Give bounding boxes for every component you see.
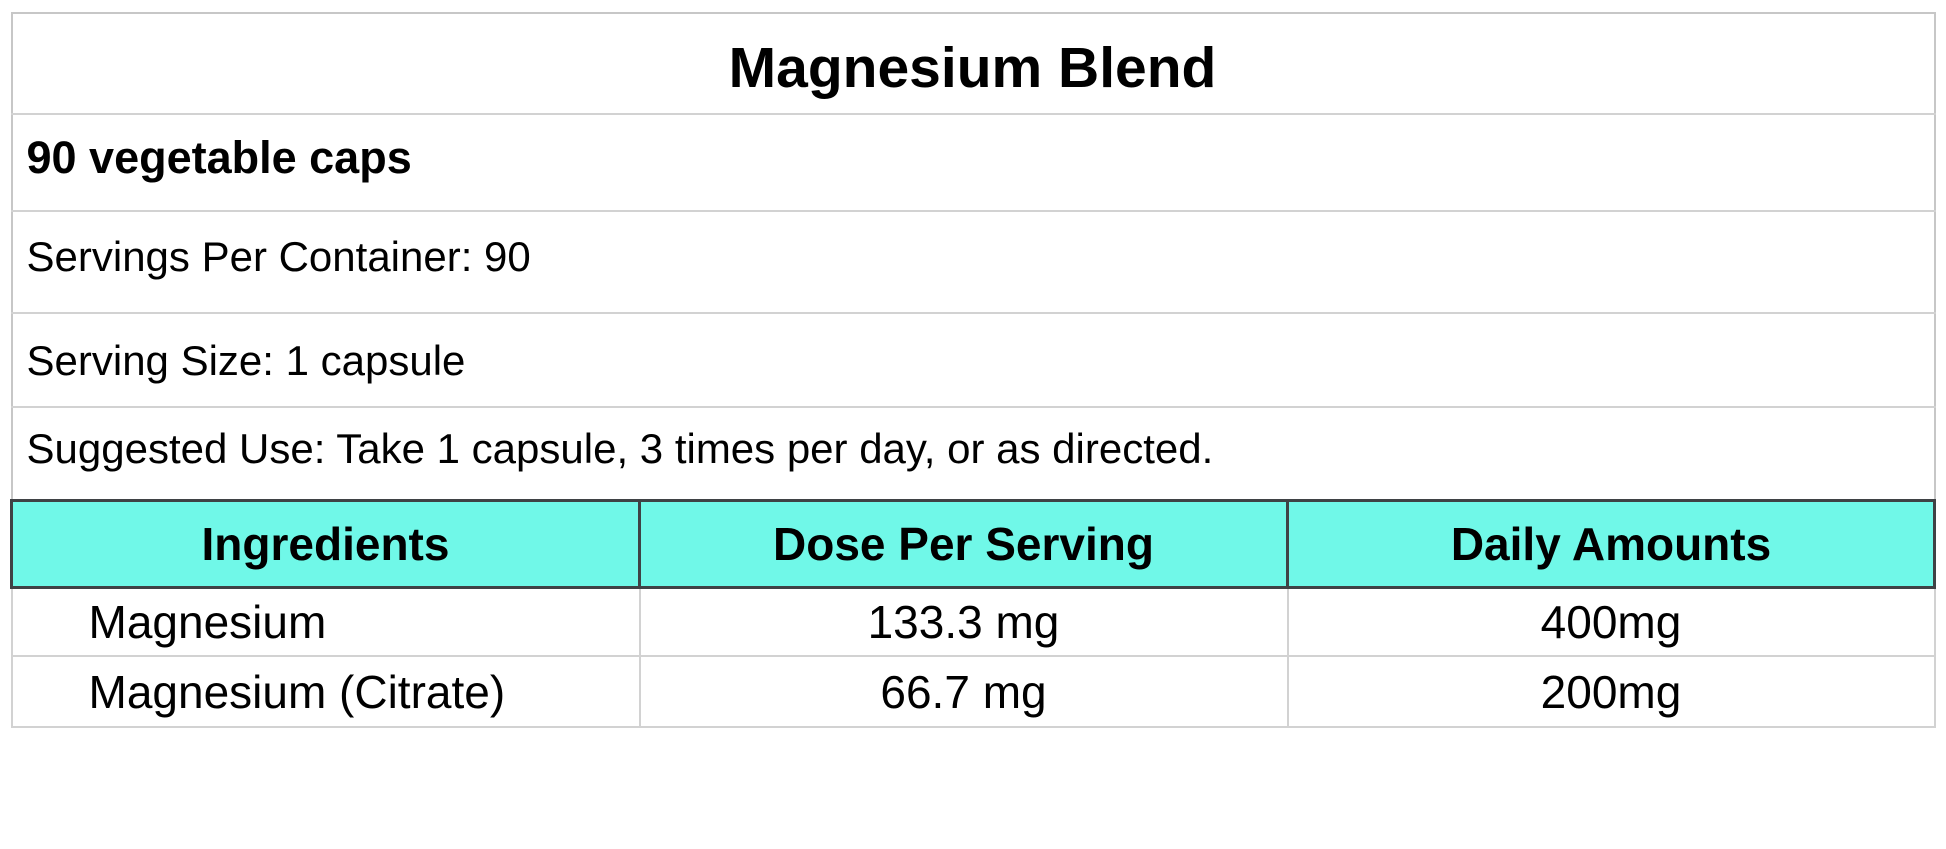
- label-title: Magnesium Blend: [11, 13, 1935, 115]
- serving-size-text: Serving Size: 1 capsule: [11, 313, 1935, 408]
- suggested-use-row: Suggested Use: Take 1 capsule, 3 times p…: [12, 407, 1935, 500]
- subtitle-row: 90 vegetable caps: [11, 114, 1935, 212]
- table-row: Magnesium (Citrate) 66.7 mg 200mg: [10, 655, 1936, 728]
- ingredients-header-row: Ingredients Dose Per Serving Daily Amoun…: [10, 498, 1937, 589]
- servings-per-container-text: Servings Per Container: 90: [11, 211, 1935, 314]
- ingredient-name-cell: Magnesium (Citrate): [10, 655, 641, 728]
- column-header-daily-amounts: Daily Amounts: [1285, 498, 1937, 589]
- ingredient-name-cell: Magnesium: [10, 586, 641, 657]
- daily-amount-cell: 200mg: [1286, 655, 1936, 728]
- table-row: Magnesium 133.3 mg 400mg: [10, 586, 1936, 657]
- suggested-use-text: Suggested Use: Take 1 capsule, 3 times p…: [26, 425, 1214, 472]
- servings-row: Servings Per Container: 90: [11, 211, 1935, 314]
- column-header-ingredients: Ingredients: [10, 498, 641, 589]
- daily-amount-cell: 400mg: [1286, 586, 1936, 657]
- supplement-label: Magnesium Blend 90 vegetable caps Servin…: [10, 12, 1937, 728]
- label-subtitle: 90 vegetable caps: [11, 114, 1935, 212]
- dose-per-serving-cell: 66.7 mg: [638, 655, 1289, 728]
- title-row: Magnesium Blend: [11, 13, 1935, 115]
- serving-size-row: Serving Size: 1 capsule: [11, 313, 1935, 408]
- dose-per-serving-cell: 133.3 mg: [638, 586, 1289, 657]
- column-header-dose-per-serving: Dose Per Serving: [638, 498, 1289, 589]
